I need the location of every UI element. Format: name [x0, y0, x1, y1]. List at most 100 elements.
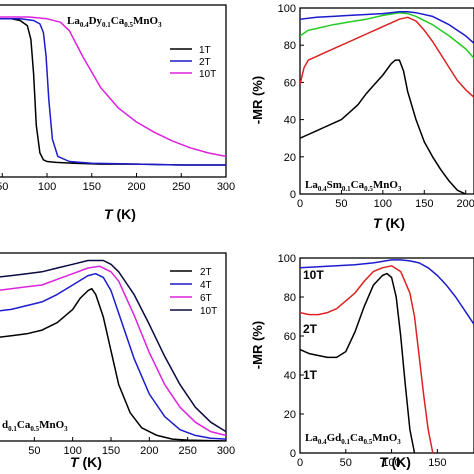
- title-segment: MnO: [133, 15, 159, 27]
- legend-label: 2T: [199, 57, 211, 68]
- x-tick-label: 50: [335, 198, 347, 210]
- title-subscript: 0.1: [102, 21, 111, 29]
- legend-label: 6T: [200, 293, 212, 304]
- x-tick-label: 150: [428, 457, 446, 469]
- x-axis-label: T (K): [373, 215, 405, 231]
- title-subscript: 0.4: [318, 185, 327, 193]
- x-tick-label: 0: [297, 457, 303, 469]
- x-tick-label: 200: [127, 181, 145, 193]
- y-tick-label: 100: [278, 253, 296, 265]
- x-tick-label: 50: [28, 445, 40, 457]
- x-axis-label-unit: (K): [388, 454, 411, 470]
- title-subscript: 0.5: [364, 185, 373, 193]
- title-segment: La: [67, 15, 80, 27]
- y-tick-label: 80: [284, 40, 296, 52]
- y-axis-label: -MR (%): [250, 76, 265, 124]
- title-segment: La: [305, 179, 318, 191]
- title-subscript: 0.5: [363, 438, 372, 446]
- title-segment: Dy: [89, 15, 103, 27]
- legend-label: 10T: [200, 306, 217, 317]
- title-segment: Ca: [351, 179, 365, 191]
- title-segment: MnO: [373, 179, 399, 191]
- series-line-1: [300, 16, 474, 98]
- legend-label: 2T: [200, 267, 212, 278]
- chart-title: La0.4Gd0.1Ca0.5MnO3: [305, 432, 401, 446]
- x-axis-label-symbol: T: [379, 454, 389, 470]
- title-segment: Gd: [327, 432, 342, 444]
- series-line-2t: [0, 287, 226, 441]
- series-line-2t: [300, 265, 434, 453]
- x-axis-label-unit: (K): [382, 215, 405, 231]
- plot-frame: [299, 257, 474, 454]
- x-axis-label-unit: (K): [79, 454, 102, 470]
- y-tick-label: 60: [284, 77, 296, 89]
- plot-frame: [0, 252, 227, 442]
- legend-label: 10T: [199, 69, 216, 80]
- title-subscript: 3: [397, 438, 401, 446]
- series-line-2t: [0, 18, 226, 166]
- series-line-0: [300, 59, 467, 194]
- series-line-1t: [300, 272, 416, 453]
- series-line-4t: [0, 272, 226, 440]
- x-tick-label: 50: [0, 181, 8, 193]
- x-axis-label-unit: (K): [113, 206, 136, 222]
- title-subscript: 3: [64, 425, 68, 433]
- title-segment: Ca: [17, 419, 31, 431]
- y-tick-label: 40: [284, 370, 296, 382]
- x-tick-label: 150: [415, 198, 433, 210]
- y-tick-label: 20: [284, 152, 296, 164]
- x-axis-label: T (K): [379, 454, 411, 470]
- y-tick-label: 0: [290, 189, 296, 201]
- title-segment: Ca: [111, 15, 125, 27]
- series-line-2: [300, 11, 474, 59]
- title-segment: MnO: [372, 432, 398, 444]
- chart-title: d0.1Ca0.5MnO3: [2, 419, 68, 433]
- chart-title: La0.4Sm0.1Ca0.5MnO3: [305, 179, 402, 193]
- series-line-10t: [0, 16, 226, 158]
- y-tick-label: 60: [284, 331, 296, 343]
- x-axis-label-symbol: T: [104, 206, 114, 222]
- panel-p1: 50 100 150 200 250 300 T (K) La0.4Dy0.1Ca0.5MnO…: [0, 4, 235, 222]
- title-segment: Ca: [350, 432, 364, 444]
- curve-annotation: 10T: [303, 268, 324, 282]
- title-subscript: 3: [398, 185, 402, 193]
- x-tick-label: 50: [340, 457, 352, 469]
- series-line-1t: [0, 18, 226, 166]
- title-subscript: 0.4: [318, 438, 327, 446]
- x-tick-label: 100: [63, 445, 81, 457]
- curve-annotation: 1T: [303, 368, 318, 382]
- series-line-6t: [0, 265, 226, 437]
- chart-title: La0.4Dy0.1Ca0.5MnO3: [67, 15, 162, 29]
- y-tick-label: 40: [284, 115, 296, 127]
- y-axis-label: -MR (%): [250, 321, 265, 369]
- x-tick-label: 300: [217, 181, 235, 193]
- x-tick-label: 150: [102, 445, 120, 457]
- plot-frame: [0, 4, 227, 178]
- title-subscript: 0.4: [80, 21, 89, 29]
- x-axis-label: T (K): [104, 206, 136, 222]
- y-tick-label: 80: [284, 292, 296, 304]
- x-axis-label-symbol: T: [373, 215, 383, 231]
- x-tick-label: 200: [140, 445, 158, 457]
- title-segment: La: [305, 432, 318, 444]
- title-subscript: 3: [158, 21, 162, 29]
- title-subscript: 0.1: [342, 185, 351, 193]
- y-tick-label: 100: [278, 3, 296, 15]
- x-tick-label: 100: [374, 198, 392, 210]
- title-segment: Sm: [327, 179, 342, 191]
- legend: 2T 4T 6T 10T: [170, 267, 217, 317]
- series-line-10t: [300, 259, 474, 325]
- x-tick-label: 200: [457, 198, 474, 210]
- plot-frame: [299, 7, 474, 195]
- x-axis-label-symbol: T: [70, 454, 80, 470]
- series-line-10t: [0, 259, 226, 433]
- x-tick-label: 300: [217, 445, 235, 457]
- title-segment: MnO: [39, 419, 65, 431]
- legend-label: 1T: [199, 45, 211, 56]
- title-subscript: 0.5: [124, 21, 133, 29]
- x-tick-label: 100: [38, 181, 56, 193]
